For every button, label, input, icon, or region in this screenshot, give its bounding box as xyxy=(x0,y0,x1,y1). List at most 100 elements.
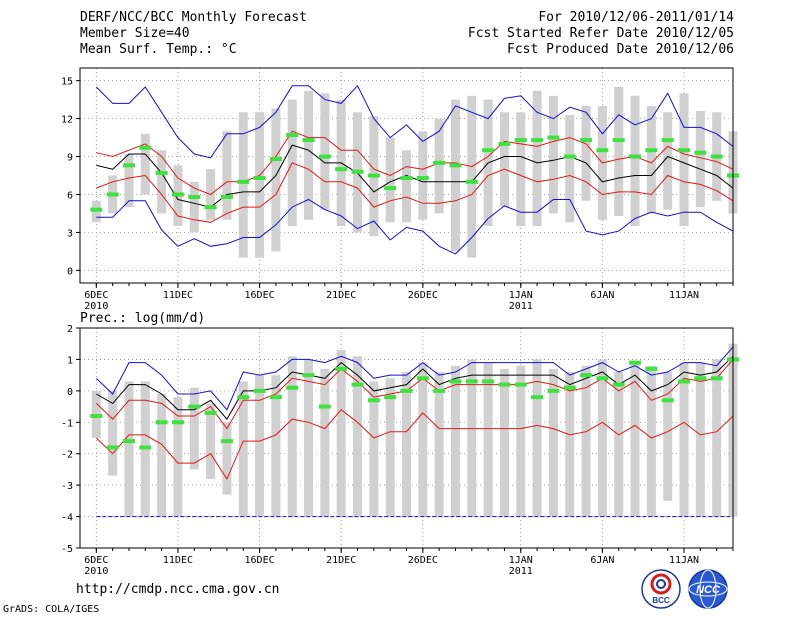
prec-member-dash xyxy=(531,395,544,400)
temp-range-bar xyxy=(402,150,411,223)
temp-line-p_low xyxy=(96,162,734,223)
prec-xtick-label: 16DEC xyxy=(245,555,275,566)
temp-member-dash xyxy=(661,138,674,143)
temp-range-bar xyxy=(467,95,477,258)
source-url[interactable]: http://cmdp.ncc.cma.gov.cn xyxy=(76,582,280,597)
temp-range-bar xyxy=(255,112,265,258)
temp-member-dash xyxy=(629,154,642,159)
temp-member-dash xyxy=(367,173,380,178)
prec-member-dash xyxy=(629,360,642,365)
prec-ytick-label: -4 xyxy=(61,513,73,524)
temp-xtick-label: 11JAN xyxy=(669,290,699,301)
prec-member-dash xyxy=(335,366,348,371)
prec-xtick-year-label: 2011 xyxy=(509,566,533,577)
prec-line-mean xyxy=(96,355,734,420)
temp-line-p_high xyxy=(96,130,734,196)
prec-ytick-label: -3 xyxy=(61,481,73,492)
prec-xtick-label: 26DEC xyxy=(408,555,438,566)
prec-member-dash xyxy=(563,385,576,390)
prec-member-dash xyxy=(694,376,707,381)
prec-range-bar xyxy=(353,356,363,517)
prec-member-dash xyxy=(302,373,315,378)
temp-member-dash xyxy=(465,179,478,184)
prec-range-bar xyxy=(206,403,216,479)
prec-member-dash xyxy=(188,404,201,409)
prec-range-bar xyxy=(434,372,444,517)
prec-range-bar xyxy=(385,378,395,517)
forecast-title: DERF/NCC/BCC Monthly Forecast xyxy=(80,10,307,25)
temp-member-dash xyxy=(220,195,233,199)
temp-ytick-label: 9 xyxy=(67,153,73,164)
temp-range-bar xyxy=(614,86,624,216)
prec-member-dash xyxy=(596,376,609,381)
temp-member-dash xyxy=(384,186,397,191)
temp-member-dash xyxy=(400,176,413,181)
prec-line-p_low xyxy=(95,409,734,480)
prec-member-dash xyxy=(514,382,527,387)
temp-member-dash xyxy=(449,163,462,168)
temp-member-dash xyxy=(612,138,625,143)
prec-range-bar xyxy=(336,350,346,517)
temp-xtick-year-label: 2010 xyxy=(84,301,108,312)
temp-line-max xyxy=(95,84,734,159)
prec-range-bar xyxy=(646,365,656,517)
temp-member-dash xyxy=(514,138,527,143)
temp-member-dash xyxy=(302,138,315,143)
prec-range-bar xyxy=(565,372,575,517)
temp-xtick-label: 1JAN xyxy=(509,290,533,301)
prec-member-dash xyxy=(237,395,250,400)
prec-range-bar xyxy=(532,359,542,517)
temp-member-dash xyxy=(678,148,691,153)
prec-member-dash xyxy=(351,382,364,387)
temp-range-bar xyxy=(499,112,509,208)
prec-member-dash xyxy=(318,404,331,409)
prec-range-bar xyxy=(320,368,330,517)
grads-credit: GrADS: COLA/IGES xyxy=(3,604,100,615)
prec-range-bar xyxy=(124,381,134,517)
prec-line-max xyxy=(95,346,734,411)
temp-member-dash xyxy=(237,179,250,184)
prec-ytick-label: 0 xyxy=(67,387,73,398)
prec-ytick-label: 1 xyxy=(67,355,73,366)
temp-range-bar xyxy=(140,133,150,195)
prec-member-dash xyxy=(710,376,723,381)
prec-range-bar xyxy=(238,381,248,517)
prec-panel-title: Prec.: log(mm/d) xyxy=(80,311,206,326)
temp-line-mean xyxy=(96,144,734,208)
temp-range-bar xyxy=(679,93,689,227)
prec-range-bar xyxy=(304,359,314,517)
prec-xtick-year-label: 2010 xyxy=(84,566,108,577)
prec-range-bar xyxy=(614,372,624,517)
prec-range-bar xyxy=(222,422,232,495)
prec-range-bar xyxy=(255,375,265,517)
temp-member-dash xyxy=(335,167,348,172)
temp-ytick-label: 12 xyxy=(61,115,73,126)
temp-range-bar xyxy=(304,90,314,220)
temp-panel-title: Mean Surf. Temp.: °C xyxy=(80,42,237,57)
prec-member-dash xyxy=(433,388,446,393)
prec-member-dash xyxy=(547,388,560,393)
temp-range-bar xyxy=(581,105,591,201)
prec-member-dash xyxy=(90,414,103,418)
temp-member-dash xyxy=(204,205,217,210)
temp-member-dash xyxy=(433,160,446,165)
member-size: Member Size=40 xyxy=(80,26,190,41)
prec-member-dash xyxy=(253,388,266,393)
prec-xtick-label: 1JAN xyxy=(509,555,533,566)
prec-range-bar xyxy=(597,359,607,517)
prec-range-bar xyxy=(369,381,379,517)
prec-ytick-label: 2 xyxy=(67,324,73,335)
temp-member-dash xyxy=(90,207,103,212)
prec-member-dash xyxy=(661,398,674,403)
temp-ytick-label: 3 xyxy=(67,228,73,239)
prec-ytick-label: -2 xyxy=(61,450,73,461)
temp-xtick-label: 6DEC xyxy=(84,290,108,301)
prec-range-bar xyxy=(695,362,705,517)
prec-range-bar xyxy=(157,394,167,517)
temp-range-bar xyxy=(516,112,526,227)
prec-line-p_high xyxy=(95,359,734,430)
prec-range-bar xyxy=(499,368,509,517)
temp-range-bar xyxy=(532,90,542,227)
temp-range-bar xyxy=(646,105,656,214)
